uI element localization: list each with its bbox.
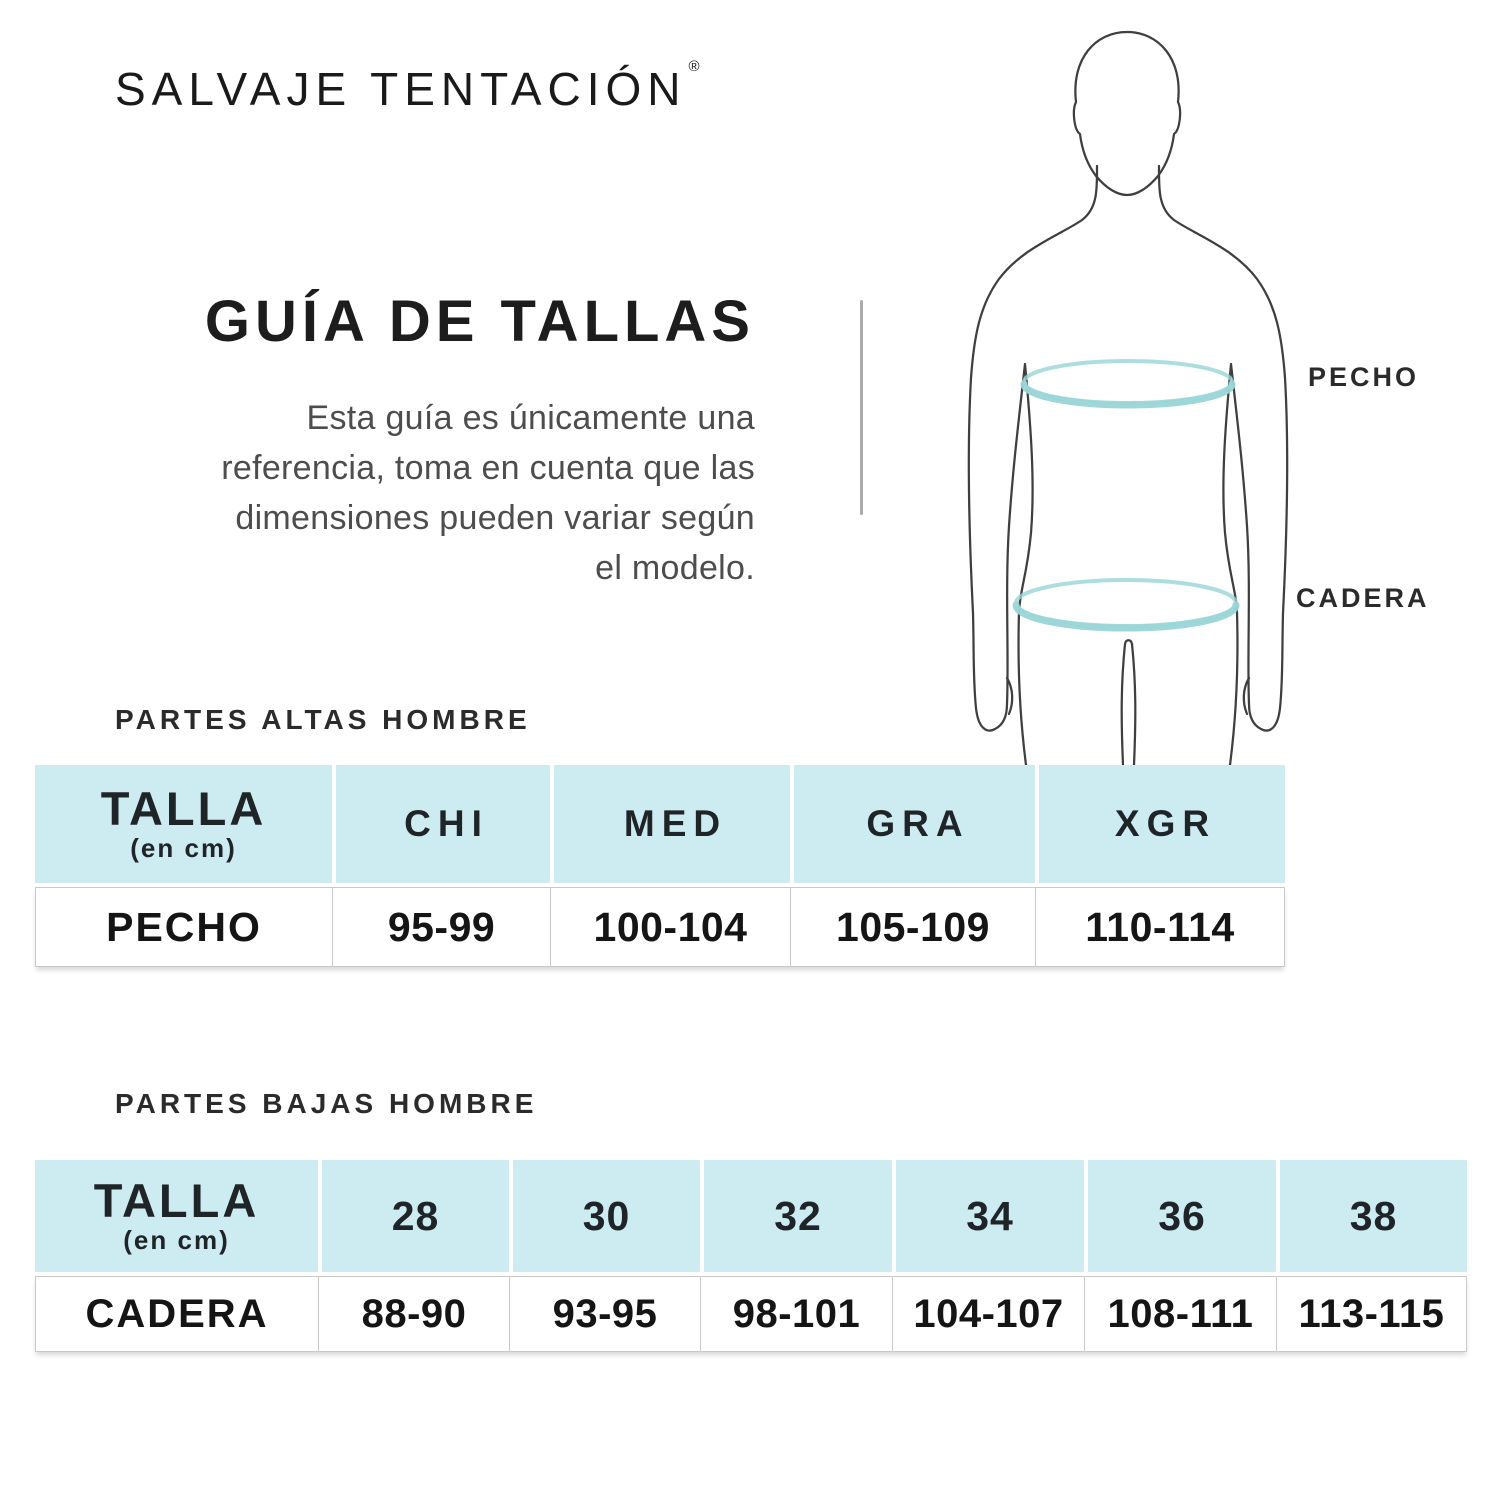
chest-measurements-row: PECHO 95-99 100-104 105-109 110-114	[35, 887, 1285, 967]
column-header-med: MED	[550, 765, 790, 883]
size-column-header: TALLA (en cm)	[35, 1160, 318, 1272]
description-line: Esta guía es únicamente una	[306, 399, 755, 437]
cell-value: 93-95	[509, 1276, 700, 1352]
column-header-34: 34	[892, 1160, 1084, 1272]
chest-band-front	[1020, 380, 1236, 409]
cell-value: 110-114	[1035, 887, 1285, 967]
size-column-unit: (en cm)	[123, 1225, 230, 1256]
row-label-cadera: CADERA	[35, 1276, 318, 1352]
column-header-32: 32	[700, 1160, 892, 1272]
male-silhouette-drawing	[967, 30, 1289, 767]
brand-logo: SALVAJE TENTACIÓN ®	[115, 58, 700, 116]
lower-table-header-row: TALLA (en cm) 28 30 32 34 36 38	[35, 1160, 1467, 1272]
lower-sizes-table: TALLA (en cm) 28 30 32 34 36 38 CADERA 8…	[35, 1160, 1467, 1352]
size-column-title: TALLA	[100, 781, 267, 835]
head-outline	[1072, 30, 1182, 197]
registered-trademark-symbol: ®	[688, 58, 700, 75]
page-title: GUÍA DE TALLAS	[204, 289, 755, 354]
section-title-lower: PARTES BAJAS HOMBRE	[115, 1088, 538, 1119]
column-header-30: 30	[509, 1160, 700, 1272]
column-header-xgr: XGR	[1035, 765, 1285, 883]
brand-name: SALVAJE TENTACIÓN	[115, 63, 687, 115]
vertical-divider	[860, 300, 863, 515]
size-column-title: TALLA	[93, 1173, 260, 1227]
column-header-36: 36	[1084, 1160, 1276, 1272]
cell-value: 104-107	[892, 1276, 1084, 1352]
chest-label: PECHO	[1308, 362, 1420, 392]
guide-description: Esta guía es únicamente una referencia, …	[90, 393, 755, 593]
size-column-unit: (en cm)	[130, 833, 237, 864]
body-left-outline	[967, 164, 1099, 767]
hip-band-front	[1012, 601, 1240, 632]
right-thumb-line	[1242, 676, 1251, 716]
column-header-gra: GRA	[790, 765, 1035, 883]
hip-measurements-row: CADERA 88-90 93-95 98-101 104-107 108-11…	[35, 1276, 1467, 1352]
column-header-38: 38	[1276, 1160, 1467, 1272]
upper-sizes-table: TALLA (en cm) CHI MED GRA XGR PECHO 95-9…	[35, 765, 1285, 967]
hip-label: CADERA	[1296, 583, 1430, 613]
cell-value: 105-109	[790, 887, 1035, 967]
cell-value: 100-104	[550, 887, 790, 967]
cell-value: 88-90	[318, 1276, 509, 1352]
size-column-header: TALLA (en cm)	[35, 765, 332, 883]
column-header-28: 28	[318, 1160, 509, 1272]
cell-value: 98-101	[700, 1276, 892, 1352]
body-figure	[950, 28, 1310, 767]
inner-leg-line	[1120, 639, 1137, 767]
description-line: referencia, toma en cuenta que las	[221, 449, 755, 487]
cell-value: 113-115	[1276, 1276, 1467, 1352]
upper-table-header-row: TALLA (en cm) CHI MED GRA XGR	[35, 765, 1285, 883]
description-line: el modelo.	[595, 549, 755, 587]
cell-value: 108-111	[1084, 1276, 1276, 1352]
left-thumb-line	[1005, 676, 1014, 716]
column-header-chi: CHI	[332, 765, 550, 883]
section-title-upper: PARTES ALTAS HOMBRE	[115, 704, 531, 735]
row-label-pecho: PECHO	[35, 887, 332, 967]
description-line: dimensiones pueden variar según	[235, 499, 755, 537]
intro-block: GUÍA DE TALLAS Esta guía es únicamente u…	[90, 288, 755, 593]
cell-value: 95-99	[332, 887, 550, 967]
body-right-outline	[1157, 164, 1289, 767]
